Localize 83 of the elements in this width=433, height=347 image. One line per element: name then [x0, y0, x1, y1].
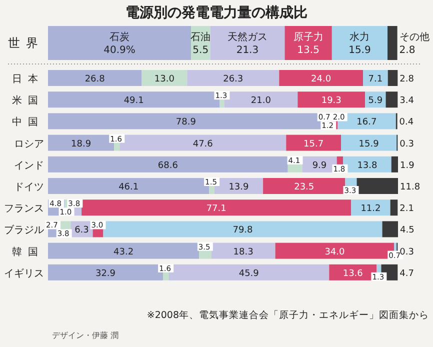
data-label: 13.0: [154, 74, 175, 84]
data-label: 1.9: [400, 160, 415, 171]
y-tick-label: 韓国: [12, 246, 44, 258]
data-label: 47.6: [192, 139, 214, 150]
series-label: 石油: [190, 31, 211, 43]
data-label: 0.4: [399, 118, 414, 128]
data-label: 49.1: [124, 96, 144, 106]
data-label: 34.0: [324, 247, 346, 258]
data-label: 13.6: [342, 268, 364, 279]
bar: [187, 70, 280, 86]
data-label: 13.5: [297, 45, 320, 56]
data-label: 79.8: [232, 226, 254, 236]
chart-title: 電源別の発電電力量の構成比: [126, 5, 308, 21]
bar: [48, 70, 142, 86]
data-label: 13.8: [357, 160, 378, 171]
y-tick-label: ロシア: [14, 138, 44, 150]
bar: [298, 92, 366, 108]
bar: [341, 134, 397, 151]
bar: [382, 221, 398, 238]
data-label: 15.9: [348, 45, 371, 56]
series-label: 原子力: [293, 31, 324, 43]
data-label: 0.3: [400, 139, 414, 150]
series-label: 水力: [350, 31, 370, 43]
data-label: 40.9%: [104, 45, 136, 56]
data-label: 13.9: [228, 182, 250, 192]
y-tick-label: ドイツ: [14, 182, 44, 193]
data-label: 23.5: [294, 182, 314, 192]
data-label: 0.3: [400, 247, 414, 258]
data-label: 3.4: [400, 96, 414, 106]
data-label: 45.9: [238, 268, 260, 279]
data-label: 68.6: [158, 160, 178, 171]
bar: [48, 242, 200, 259]
y-tick-label: 中国: [12, 116, 44, 128]
data-label: 46.1: [118, 182, 139, 192]
data-label: 16.7: [356, 118, 377, 128]
text: ※2008年、電気事業連合会「原子力・エネルギー」図面集から: [146, 309, 429, 321]
bar: [386, 92, 398, 108]
data-label: 19.3: [321, 96, 342, 106]
series-label: 石炭: [110, 31, 130, 43]
bar: [142, 70, 188, 86]
data-label: 15.7: [304, 139, 324, 150]
y-tick-label: フランス: [4, 204, 44, 215]
data-label: 18.3: [233, 247, 254, 258]
data-label: 2.8: [400, 74, 414, 84]
data-label: 5.9: [368, 96, 383, 106]
text: デザイン・伊藤 潤: [52, 331, 119, 340]
data-label: 43.2: [114, 247, 134, 258]
data-label: 78.9: [176, 118, 196, 128]
data-label: 26.3: [223, 74, 244, 84]
y-tick-label: 米国: [12, 94, 44, 107]
data-label: 7.1: [368, 74, 383, 84]
data-label: 11.2: [360, 204, 381, 214]
bar: [211, 242, 276, 259]
bar: [363, 70, 388, 86]
data-label: 77.1: [206, 204, 226, 214]
data-label: 4.7: [400, 268, 414, 279]
bar: [286, 134, 342, 151]
y-tick-label: 世界: [8, 36, 44, 50]
data-label: 21.3: [236, 45, 259, 56]
series-label: 天然ガス: [227, 31, 268, 43]
y-tick-label: イギリス: [4, 267, 44, 280]
series-label: その他: [399, 31, 430, 43]
data-label: 24.0: [311, 74, 332, 84]
data-label: 9.9: [312, 160, 327, 171]
data-label: 26.8: [84, 74, 106, 84]
data-label: 18.9: [71, 139, 92, 150]
y-tick-label: インド: [14, 160, 44, 172]
data-label: 4.5: [400, 226, 414, 236]
bar: [388, 70, 398, 86]
bar: [390, 200, 398, 216]
bar: [351, 200, 390, 216]
data-label: 2.1: [400, 204, 414, 214]
data-label: 21.0: [250, 96, 272, 106]
data-label: 11.8: [400, 182, 420, 192]
data-label: 6.3: [74, 226, 89, 236]
bar: [391, 156, 398, 172]
y-tick-label: ブラジル: [4, 224, 44, 236]
data-label: 15.9: [358, 139, 380, 150]
data-label: 5.5: [192, 45, 209, 56]
data-label: 2.8: [399, 45, 416, 56]
data-label: 32.9: [95, 268, 116, 279]
y-tick-label: 日本: [12, 73, 44, 85]
bar: [279, 70, 364, 86]
